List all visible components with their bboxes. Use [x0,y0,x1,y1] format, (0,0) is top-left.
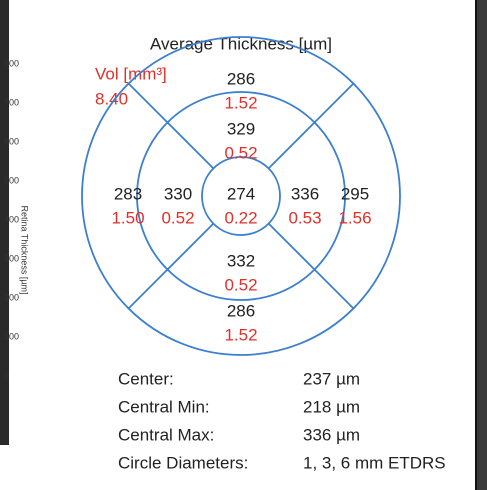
side-axis-tick: 800 [4,58,19,68]
sector-volume: 0.22 [224,208,257,227]
sector-volume: 1.52 [224,93,257,112]
outer-ring [81,36,401,356]
sector-volume: 1.50 [111,208,144,227]
left-strip [0,0,9,445]
sector-thickness: 332 [227,251,255,270]
stat-label: Central Max: [118,425,214,444]
side-axis-tick: 200 [4,292,19,302]
side-axis-tick: 500 [4,175,19,185]
side-axis-tick: 700 [4,97,19,107]
divider [167,223,214,270]
sector-thickness: 330 [164,184,192,203]
sector-volume: 0.53 [288,208,321,227]
stat-label: Central Min: [118,397,210,416]
stat-value: 237 µm [303,369,360,388]
right-strip [477,0,487,490]
title: Average Thickness [µm] [150,34,332,53]
side-axis-tick: 600 [4,136,19,146]
inner-ring [201,156,281,236]
side-axis: 800 700 600 500 400 300 200 100 0 [4,58,19,380]
divider [313,82,355,124]
stat-label: Circle Diameters: [118,453,248,472]
sector-thickness: 286 [227,301,255,320]
volume-label: Vol [mm³] [95,64,167,83]
stat-value: 336 µm [303,425,360,444]
side-axis-tick: 100 [4,331,19,341]
volume-value: 8.40 [95,89,128,108]
sector-thickness: 274 [227,184,255,203]
divider [268,223,315,270]
divider [127,82,169,124]
sector-thickness: 295 [341,184,369,203]
sector-thickness: 336 [291,184,319,203]
middle-ring [136,91,346,301]
side-axis-tick: 300 [4,253,19,263]
sector-thickness: 329 [227,119,255,138]
sector-volume: 0.52 [224,275,257,294]
stat-value: 218 µm [303,397,360,416]
sector-thickness: 286 [227,69,255,88]
side-axis-tick: 400 [4,214,19,224]
stat-value: 1, 3, 6 mm ETDRS [303,453,446,472]
sector-volume: 1.52 [224,325,257,344]
sector-volume: 0.52 [161,208,194,227]
stat-label: Center: [118,369,174,388]
divider [313,268,355,310]
divider [167,122,214,169]
sector-volume: 0.52 [224,143,257,162]
sector-volume: 1.56 [338,208,371,227]
divider [127,268,169,310]
grid [81,36,401,356]
divider [268,122,315,169]
sector-thickness: 283 [114,184,142,203]
stats: Center: 237 µm Central Min: 218 µm Central M… [118,369,446,472]
sector-values: 286 1.52 329 0.52 274 0.22 283 1.50 330 0.52 336 0.… [111,69,371,344]
side-axis-tick: 0 [4,370,9,380]
side-axis-label: Retina Thickness [µm] [20,205,30,294]
